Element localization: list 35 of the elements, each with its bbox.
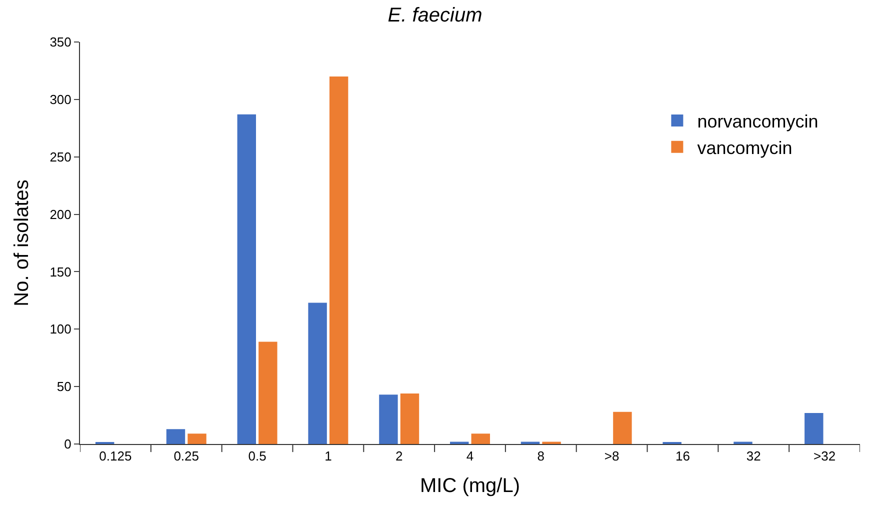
x-tick-label: >8 xyxy=(604,448,620,464)
x-axis-title: MIC (mg/L) xyxy=(420,475,520,498)
y-tick-label: 200 xyxy=(50,206,72,222)
x-tick-label: >32 xyxy=(814,448,836,464)
bar xyxy=(804,412,824,444)
bar xyxy=(613,412,632,444)
bar xyxy=(400,393,420,444)
x-tick-label: 4 xyxy=(466,448,474,464)
x-tick-label: 1 xyxy=(324,448,332,464)
bar xyxy=(329,76,348,444)
x-tick-label: 2 xyxy=(395,448,403,464)
y-tick-label: 50 xyxy=(56,379,72,394)
x-tick-label: 32 xyxy=(746,448,761,464)
x-tick-label: 16 xyxy=(675,448,690,464)
y-tick-label: 300 xyxy=(50,92,72,107)
x-tick-label: 0.125 xyxy=(99,448,132,464)
bar xyxy=(471,434,490,444)
bar xyxy=(237,114,256,444)
legend-label: norvancomycin xyxy=(697,112,818,132)
bar xyxy=(188,434,206,444)
bar xyxy=(258,342,278,444)
bar xyxy=(308,302,327,444)
legend-label: vancomycin xyxy=(697,138,792,158)
y-tick-label: 350 xyxy=(50,34,72,50)
x-tick-label: 8 xyxy=(537,448,545,464)
bar xyxy=(166,429,186,444)
bar xyxy=(379,394,398,444)
y-axis-title: No. of isolates xyxy=(11,180,34,306)
chart-title: E. faecium xyxy=(388,4,482,27)
x-tick-label: 0.5 xyxy=(248,448,266,464)
y-tick-label: 0 xyxy=(64,436,72,452)
y-tick-label: 150 xyxy=(50,264,72,280)
x-tick-label: 0.25 xyxy=(174,448,200,464)
y-tick-label: 100 xyxy=(50,322,72,337)
y-tick-label: 250 xyxy=(50,149,72,164)
